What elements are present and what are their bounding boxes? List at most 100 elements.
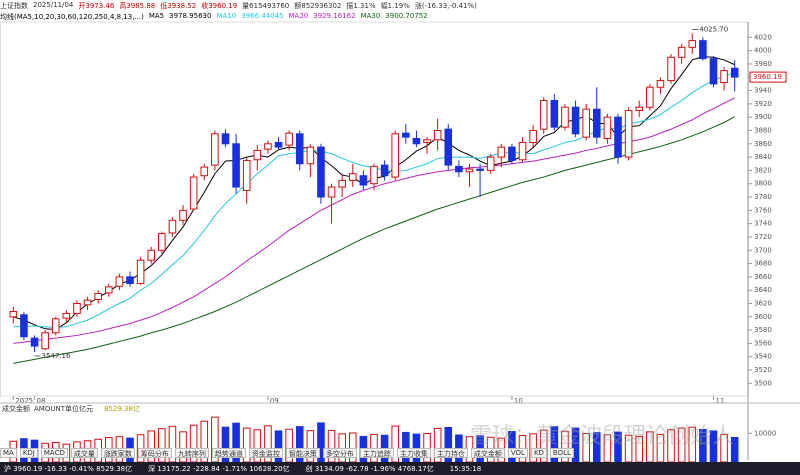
- tab[interactable]: BOLL: [549, 448, 574, 458]
- watermark: 雪球：黄金波段理论创始人: [470, 424, 735, 449]
- info-item: 高3985.88: [119, 2, 156, 10]
- candle-body: [433, 129, 442, 141]
- y-tick-label: 4000: [754, 47, 772, 55]
- candle-body: [83, 299, 92, 306]
- candle-body: [348, 173, 357, 181]
- status-item: 创 3134.09 -62.78 -1.96% 4768.17亿: [305, 464, 434, 473]
- candle-body: [285, 132, 293, 146]
- info-item: 量615493760: [242, 2, 290, 10]
- info-item: 振1.31%: [346, 2, 376, 10]
- ma-line: [13, 56, 735, 330]
- tab[interactable]: 涨跌家数: [100, 448, 135, 458]
- candle-body: [699, 40, 707, 60]
- tab[interactable]: 九转序列: [174, 448, 209, 458]
- tab[interactable]: 资金监控: [248, 448, 283, 458]
- ma-name: MA5: [148, 12, 165, 20]
- tab[interactable]: MA: [0, 448, 17, 458]
- y-tick-label: 3720: [754, 233, 772, 241]
- candle-body: [497, 146, 506, 158]
- ma-value: 3978.95630: [169, 12, 212, 20]
- candle-body: [486, 156, 495, 171]
- y-tick-label: 3680: [754, 260, 772, 268]
- candle-body: [253, 149, 262, 161]
- tab[interactable]: 成交量: [70, 448, 98, 458]
- annotation: 3547.16: [42, 352, 71, 360]
- candle-body: [380, 164, 389, 177]
- volume-y-tick-label: 10000: [754, 429, 776, 437]
- status-item: 沪 3960.19 -16.33 -0.41% 8529.38亿: [4, 464, 133, 473]
- info-item: 2025/11/04: [33, 1, 74, 9]
- ma-line: [13, 116, 735, 364]
- candle-body: [720, 70, 728, 84]
- candle-body: [444, 128, 453, 166]
- candle-body: [688, 40, 697, 48]
- volume-bar: [688, 426, 697, 463]
- tab[interactable]: KDJ: [19, 448, 38, 458]
- volume-bar: [348, 432, 357, 463]
- tab[interactable]: MACD: [40, 448, 68, 458]
- y-tick-label: 3520: [754, 366, 772, 374]
- y-tick-label: 3820: [754, 166, 772, 174]
- ma-name: MA20: [288, 12, 309, 20]
- volume-last: 8529.38亿: [104, 404, 140, 413]
- tab[interactable]: 智能决策: [285, 448, 320, 458]
- candle-body: [73, 302, 81, 314]
- y-tick-label: 3920: [754, 100, 772, 108]
- candle-body: [264, 143, 272, 150]
- candle-body: [667, 56, 675, 82]
- candle-body: [455, 165, 463, 173]
- candle-body: [582, 108, 590, 138]
- tab[interactable]: 成交金额: [470, 448, 505, 458]
- volume-bar: [317, 422, 325, 463]
- candle-body: [550, 100, 559, 128]
- y-tick-label: 3760: [754, 206, 772, 214]
- candle-body: [730, 67, 739, 78]
- tab[interactable]: 主力持仓: [433, 448, 468, 458]
- tab[interactable]: 多空分布: [322, 448, 357, 458]
- candle-body: [317, 146, 325, 198]
- volume-bar: [221, 426, 230, 463]
- candle-body: [677, 46, 686, 58]
- volume-bar: [539, 429, 548, 463]
- y-tick-label: 3800: [754, 180, 772, 188]
- volume-bar: [730, 436, 739, 463]
- y-tick-label: 3740: [754, 220, 772, 228]
- price-frame: [0, 21, 749, 397]
- volume-bar: [561, 430, 569, 463]
- y-tick-label: 3900: [754, 113, 772, 121]
- x-tick-label: 08: [37, 397, 46, 405]
- candle-body: [94, 293, 102, 301]
- ma-value: 3900.70752: [385, 12, 428, 20]
- tab[interactable]: 主力收集: [396, 448, 431, 458]
- y-tick-label: 3620: [754, 299, 772, 307]
- candle-body: [189, 176, 198, 210]
- info-item: 低3938.52: [160, 2, 197, 10]
- tab[interactable]: 筹码分布: [137, 448, 172, 458]
- candle-body: [338, 179, 346, 188]
- tab[interactable]: VOL: [507, 448, 528, 458]
- info-item: 收3960.19: [201, 2, 238, 10]
- candle-body: [508, 146, 516, 161]
- candle-body: [221, 133, 230, 145]
- volume-bar: [158, 428, 166, 463]
- y-tick-label: 3660: [754, 273, 772, 281]
- candle-body: [179, 209, 187, 221]
- tab[interactable]: 趋势通道: [211, 448, 246, 458]
- tab[interactable]: 主力追踪: [359, 448, 394, 458]
- candle-body: [232, 143, 240, 188]
- candle-body: [646, 86, 654, 108]
- candle-body: [30, 337, 39, 347]
- candle-body: [539, 100, 548, 130]
- x-tick-label: 11: [715, 397, 724, 405]
- candle-body: [603, 116, 612, 139]
- status-item: 15:35:18: [449, 464, 482, 473]
- price-tag-bg: [749, 71, 787, 83]
- volume-bar: [720, 433, 728, 463]
- info-item: 幅1.19%: [380, 2, 410, 10]
- tab[interactable]: KD: [530, 448, 547, 458]
- ma-legend: 均线(MA5,10,20,30,60,120,250,4,8,13,...) MA…: [0, 12, 800, 22]
- candle-body: [115, 276, 124, 287]
- y-tick-label: 3840: [754, 153, 772, 161]
